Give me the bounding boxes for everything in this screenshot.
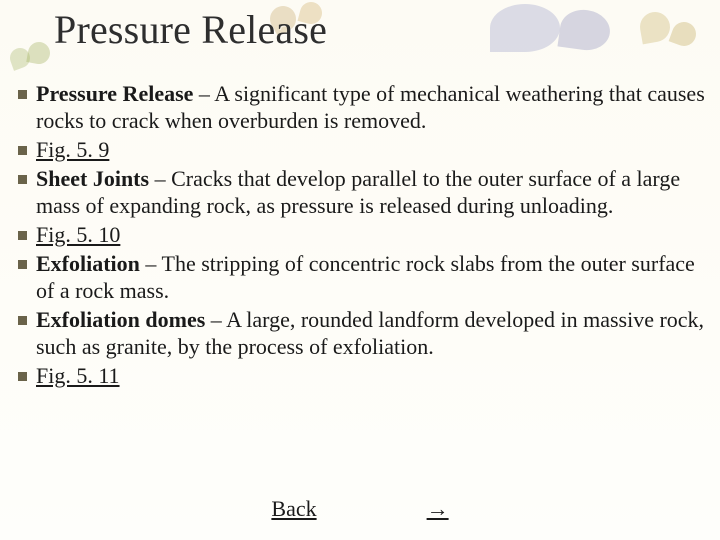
list-item-text: Fig. 5. 9: [36, 136, 714, 163]
term: Pressure Release: [36, 81, 193, 106]
list-item: Pressure Release – A significant type of…: [8, 80, 714, 134]
list-item-text: Fig. 5. 11: [36, 362, 714, 389]
term: Exfoliation: [36, 251, 140, 276]
nav-links: Back →: [0, 496, 720, 522]
bullet-icon: [8, 362, 36, 381]
list-item: Fig. 5. 9: [8, 136, 714, 163]
bullet-icon: [8, 221, 36, 240]
list-item-text: Exfoliation domes – A large, rounded lan…: [36, 306, 714, 360]
deco-leaf: [490, 4, 560, 52]
bullet-icon: [8, 306, 36, 325]
bullet-icon: [8, 80, 36, 99]
deco-leaf: [557, 7, 612, 54]
back-link[interactable]: Back: [271, 496, 316, 522]
list-item-text: Pressure Release – A significant type of…: [36, 80, 714, 134]
deco-leaf: [26, 40, 51, 65]
bullet-icon: [8, 165, 36, 184]
term: Exfoliation domes: [36, 307, 205, 332]
bullet-icon: [8, 250, 36, 269]
deco-leaf: [7, 45, 33, 71]
list-item-text: Exfoliation – The stripping of concentri…: [36, 250, 714, 304]
list-item: Exfoliation domes – A large, rounded lan…: [8, 306, 714, 360]
deco-leaf: [669, 19, 700, 50]
bullet-list: Pressure Release – A significant type of…: [8, 80, 714, 391]
list-item: Fig. 5. 10: [8, 221, 714, 248]
figure-link[interactable]: Fig. 5. 11: [36, 363, 120, 388]
term: Sheet Joints: [36, 166, 149, 191]
list-item-text: Fig. 5. 10: [36, 221, 714, 248]
bullet-icon: [8, 136, 36, 155]
figure-link[interactable]: Fig. 5. 10: [36, 222, 120, 247]
page-title: Pressure Release: [54, 6, 327, 53]
figure-link[interactable]: Fig. 5. 9: [36, 137, 109, 162]
list-item-text: Sheet Joints – Cracks that develop paral…: [36, 165, 714, 219]
deco-leaf: [638, 10, 673, 45]
slide: Pressure Release Pressure Release – A si…: [0, 0, 720, 540]
list-item: Exfoliation – The stripping of concentri…: [8, 250, 714, 304]
list-item: Sheet Joints – Cracks that develop paral…: [8, 165, 714, 219]
list-item: Fig. 5. 11: [8, 362, 714, 389]
forward-link[interactable]: →: [427, 496, 449, 522]
